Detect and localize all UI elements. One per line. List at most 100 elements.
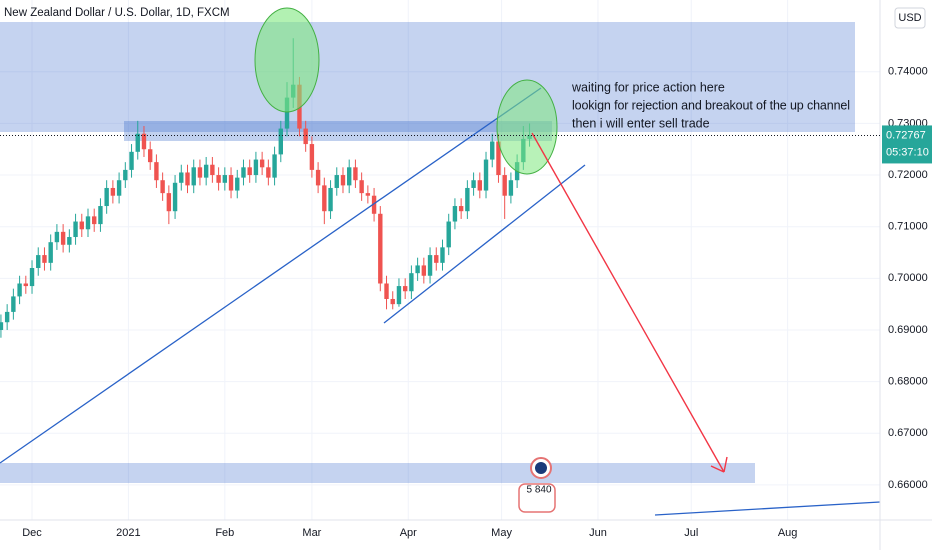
candle-body (85, 216, 91, 230)
candle-body (129, 151, 134, 170)
trend-line (0, 87, 542, 464)
candle-body (384, 283, 389, 299)
candle-body (79, 221, 84, 230)
candle-body (496, 141, 501, 176)
candle-body (452, 206, 458, 222)
candle-body (471, 180, 476, 188)
candle-body (465, 187, 470, 212)
candle-body (446, 221, 451, 248)
candles (0, 38, 532, 338)
candle-body (458, 206, 464, 212)
candle-body (490, 141, 495, 160)
candle-body (73, 221, 78, 238)
resistance-strip (124, 121, 552, 141)
candle-body (253, 159, 259, 176)
candle-body (197, 167, 203, 178)
candle-body (353, 167, 358, 181)
annotation: then i will enter sell trade (572, 116, 710, 130)
y-tick-label: 0.67000 (888, 427, 928, 439)
candle-body (266, 167, 271, 178)
candle-body (483, 159, 489, 191)
x-tick-label: Feb (215, 527, 234, 539)
candle-body (228, 175, 234, 191)
event-label: 5 840 (526, 485, 551, 496)
candle-body (477, 180, 483, 191)
candle-body (259, 159, 265, 168)
candle-body (11, 296, 16, 312)
candle-body (185, 172, 190, 186)
candle-body (0, 322, 4, 330)
candle-body (23, 283, 29, 287)
candle-body (247, 167, 252, 176)
candle-body (17, 283, 22, 297)
candle-body (396, 286, 402, 305)
currency: USD (898, 12, 921, 24)
candle-body (359, 180, 364, 194)
candle-body (67, 237, 72, 245)
x-tick-label: Aug (778, 527, 798, 539)
candle-body (147, 149, 153, 163)
candle-body (222, 175, 228, 183)
candle-body (191, 167, 196, 186)
x-tick-label: Jun (589, 527, 607, 539)
candle-body (427, 255, 433, 276)
candle-body (98, 206, 103, 225)
x-tick-label: Apr (400, 527, 417, 539)
price-tag-countdown: 05:37:10 (886, 146, 929, 158)
candle-body (315, 169, 321, 186)
candle-body (104, 187, 109, 207)
candle-body (434, 255, 439, 263)
candle-body (154, 162, 159, 181)
candle-body (508, 180, 514, 196)
candle-body (272, 154, 277, 178)
candle-body (36, 255, 41, 269)
candle-body (409, 273, 414, 292)
candle-body (334, 175, 339, 188)
candle-body (92, 216, 97, 225)
candle-body (402, 286, 408, 292)
candle-body (309, 144, 315, 170)
x-tick-label: May (491, 527, 512, 539)
currency-button[interactable] (894, 7, 926, 29)
resistance-zone (0, 22, 855, 132)
y-tick-label: 0.70000 (888, 272, 928, 284)
candle-body (365, 193, 371, 196)
candle-body (303, 128, 308, 145)
candle-body (203, 164, 209, 178)
candle-body (390, 298, 395, 305)
y-tick-label: 0.72000 (888, 169, 928, 181)
candle-body (179, 172, 184, 183)
y-tick-label: 0.73000 (888, 117, 928, 129)
candle-body (216, 175, 221, 183)
target-zone (0, 463, 755, 483)
annotation: waiting for price action here (571, 80, 725, 94)
candle-body (235, 177, 240, 191)
chart-title: New Zealand Dollar / U.S. Dollar, 1D, FX… (4, 7, 230, 19)
x-tick-label: 2021 (116, 527, 140, 539)
price-tag (882, 125, 932, 164)
candle-body (123, 169, 128, 181)
candle-body (4, 311, 10, 323)
x-tick-label: Mar (302, 527, 321, 539)
candle-body (29, 268, 35, 287)
candle-body (172, 182, 178, 212)
candle-body (421, 265, 427, 276)
candle-body (278, 128, 283, 155)
candle-body (322, 185, 327, 212)
y-tick-label: 0.71000 (888, 221, 928, 233)
channel-line (383, 164, 586, 324)
candle-body (110, 187, 116, 196)
candle-body (160, 180, 165, 194)
candle-body (42, 255, 47, 263)
candle-body (502, 175, 507, 196)
candle-body (328, 187, 333, 212)
candle-body (378, 213, 383, 284)
annotation: lookign for rejection and breakout of th… (572, 98, 850, 112)
x-tick-label: Dec (22, 527, 42, 539)
candle-body (347, 167, 352, 186)
y-tick-label: 0.69000 (888, 324, 928, 336)
event-badge[interactable] (518, 483, 556, 513)
candle-body (54, 231, 60, 243)
candle-body (60, 231, 66, 245)
